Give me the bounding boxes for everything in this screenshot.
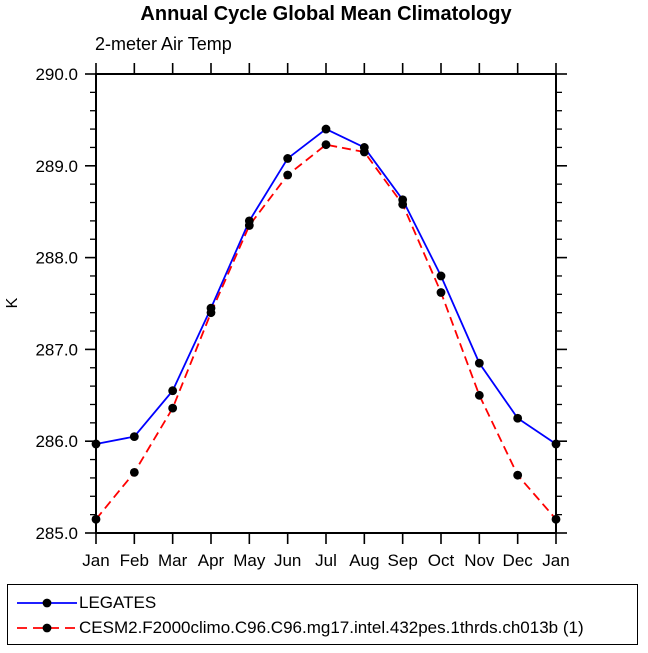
x-tick-label: Sep (388, 551, 418, 570)
data-point-1 (474, 390, 484, 400)
data-point-0 (283, 154, 293, 163)
y-tick-label: 289.0 (35, 157, 78, 176)
data-point-0 (436, 271, 446, 281)
legend-box: LEGATES CESM2.F2000climo.C96.C96.mg17.in… (7, 584, 638, 645)
data-point-1 (359, 147, 369, 157)
series-line-1 (95, 143, 557, 520)
x-tick-label: Apr (198, 551, 225, 570)
data-point-1 (398, 199, 408, 209)
chart-title: Annual Cycle Global Mean Climatology (140, 3, 512, 25)
legend-item: CESM2.F2000climo.C96.C96.mg17.intel.432p… (15, 615, 637, 640)
series-line-0 (95, 128, 557, 445)
y-tick-label: 287.0 (35, 340, 78, 359)
x-tick-label: Nov (464, 551, 495, 570)
legend-line-sample-legates (17, 598, 77, 607)
data-point-0 (551, 439, 561, 449)
x-tick-label: Oct (428, 551, 455, 570)
data-point-1 (244, 221, 254, 230)
legend-line-sample-cesm2 (17, 623, 77, 632)
y-tick-label: 286.0 (35, 432, 78, 451)
legend-label-legates: LEGATES (79, 592, 157, 612)
data-point-1 (436, 288, 446, 297)
legend-item: LEGATES (15, 590, 637, 615)
x-tick-label: Aug (349, 551, 379, 570)
data-point-0 (513, 413, 523, 423)
legend-label-cesm2: CESM2.F2000climo.C96.C96.mg17.intel.432p… (79, 617, 584, 637)
x-tick-label: Jan (542, 551, 569, 570)
data-point-1 (129, 468, 139, 477)
y-tick-label: 285.0 (35, 524, 78, 543)
x-tick-label: Mar (158, 551, 188, 570)
data-point-0 (321, 124, 331, 134)
x-tick-label: May (233, 551, 266, 570)
plot-area: Jan Feb Mar Apr May Jun Jul Aug Sep Oct Nov Dec Jan2… (35, 63, 570, 570)
legend-sample-marker (42, 623, 52, 632)
data-point-0 (129, 432, 139, 442)
data-point-1 (206, 308, 216, 318)
data-point-1 (321, 140, 331, 150)
data-point-1 (283, 170, 293, 180)
x-tick-label: Jan (82, 551, 109, 570)
y-tick-label: 290.0 (35, 65, 78, 84)
y-tick-label: 288.0 (35, 249, 78, 268)
data-point-0 (91, 439, 101, 449)
x-tick-label: Feb (120, 551, 149, 570)
chart-subtitle: 2-meter Air Temp (95, 34, 232, 54)
data-point-1 (513, 470, 523, 480)
x-tick-label: Jul (315, 551, 337, 570)
data-point-0 (474, 358, 484, 368)
legend-sample-marker (42, 598, 52, 607)
x-tick-label: Jun (274, 551, 301, 570)
data-point-0 (168, 386, 178, 396)
x-tick-label: Dec (503, 551, 534, 570)
data-point-1 (168, 403, 178, 413)
data-point-1 (551, 514, 561, 524)
data-point-1 (91, 514, 101, 524)
